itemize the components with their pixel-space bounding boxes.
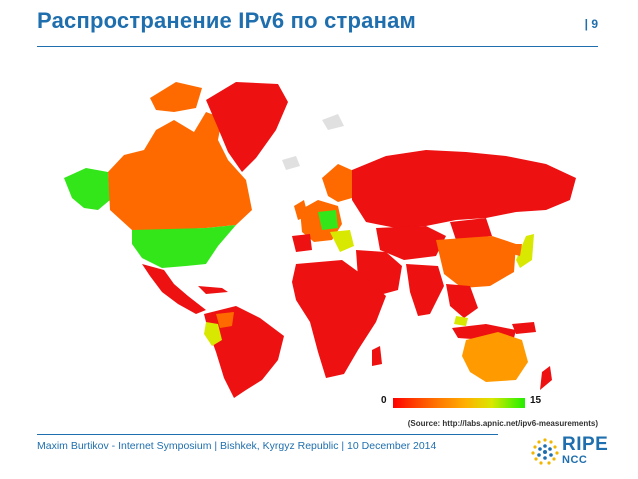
legend-max-label: 15 [530,395,542,406]
slide-title: Распространение IPv6 по странам [37,8,416,33]
legend-min-label: 0 [381,395,387,406]
region-usa [132,225,236,268]
region-india [406,264,444,316]
region-malaysia [454,316,468,326]
region-canada [108,112,252,230]
region-iberia [292,234,312,252]
page-number: | 9 [584,17,598,31]
region-scandinavia [322,164,356,202]
source-note: (Source: http://labs.apnic.net/ipv6-meas… [407,419,598,428]
region-greenland [206,82,288,172]
logo-ncc-text: NCC [562,454,588,466]
region-arctic-islands [150,82,202,112]
legend: 0 15 [378,393,548,417]
region-alaska [64,168,110,210]
region-madagascar [372,346,382,366]
region-new-zealand [540,366,552,390]
region-russia [352,150,576,228]
region-south-america [204,306,284,398]
region-japan [516,234,534,268]
world-ipv6-map [64,82,576,398]
header-rule [37,46,598,47]
region-peru [204,322,222,346]
region-svalbard [322,114,344,130]
region-korea [512,244,522,256]
region-caribbean [198,286,228,294]
footer-text: Maxim Burtikov - Internet Symposium | Bi… [37,440,437,452]
ripe-ncc-logo: RIPE NCC [528,432,608,472]
region-mongolia [450,218,492,240]
region-andes-orange [216,312,234,328]
region-se-asia [446,284,478,318]
region-italy-balkans [330,230,354,252]
region-central-asia [376,226,446,260]
region-mexico [142,264,206,314]
region-china [436,236,516,288]
region-uk [294,200,308,220]
region-iceland [282,156,300,170]
region-germany [318,210,338,230]
logo-ripe-text: RIPE [562,434,609,455]
footer-rule [37,434,498,435]
region-australia [462,332,528,382]
legend-gradient-bar [393,398,525,408]
region-png [512,322,536,334]
logo-globe-icon [530,437,560,467]
region-africa [292,260,386,378]
